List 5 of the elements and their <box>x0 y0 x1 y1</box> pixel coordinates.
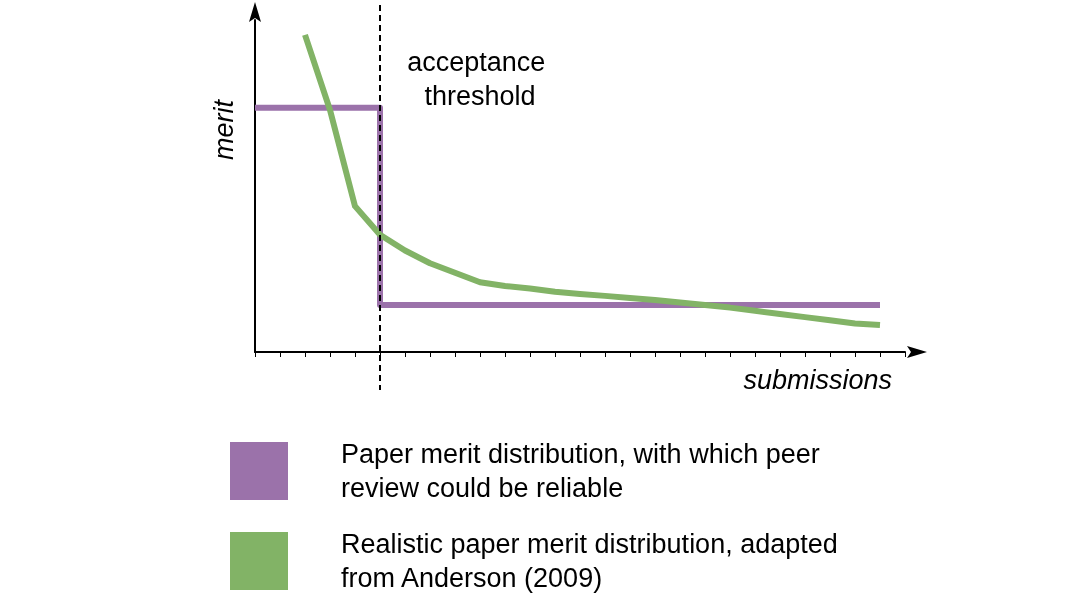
y-axis-title: merit <box>209 98 239 160</box>
x-axis-title: submissions <box>743 364 893 395</box>
annotation: acceptance threshold <box>407 47 553 111</box>
legend-label: Paper merit distribution, with which peer review could be reliable <box>341 439 828 503</box>
legend-label: Realistic paper merit distribution, adapted from Anderson (2009) <box>341 529 846 593</box>
